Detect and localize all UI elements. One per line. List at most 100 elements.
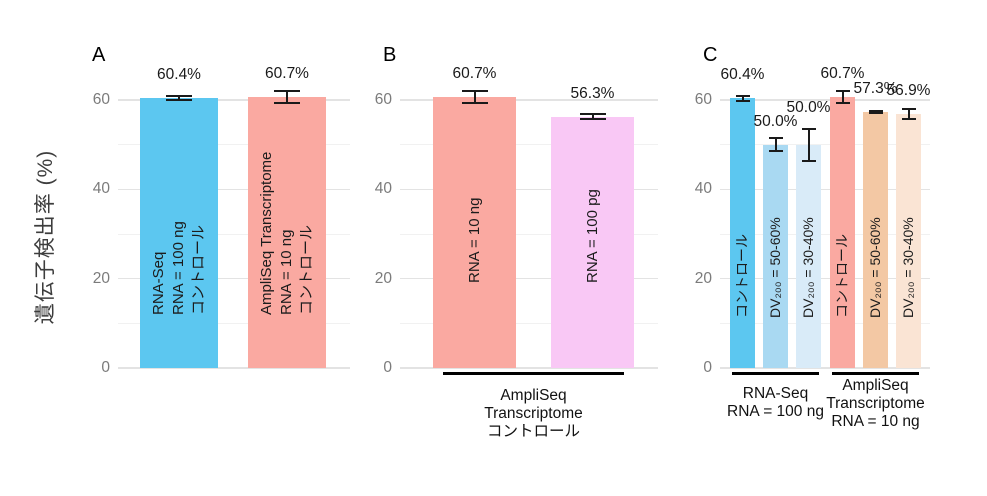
bar-label: RNA = 100 pg [584, 189, 602, 283]
bar-label: コントロール [834, 234, 851, 318]
error-bar-cap-top [835, 89, 850, 92]
group-label-line: RNA-Seq [742, 385, 809, 402]
error-bar-cap-bottom [901, 117, 916, 120]
gridline-major [118, 277, 350, 280]
gridline-minor [400, 144, 658, 146]
bar [730, 98, 755, 368]
bar [140, 98, 218, 368]
error-bar-cap-top [461, 89, 488, 92]
bar-label-line: コントロール [190, 224, 207, 315]
value-label: 60.7% [265, 65, 309, 83]
group-label-line: RNA = 10 ng [831, 413, 920, 430]
error-bar-line [473, 90, 476, 104]
error-bar-cap-top [768, 136, 783, 139]
gridline-minor [720, 144, 930, 146]
value-label: 57.3% [853, 80, 898, 98]
group-label-line: Transcriptome [484, 405, 583, 422]
bar-label-line: RNA = 100 ng [170, 221, 187, 315]
value-label: 50.0% [786, 98, 831, 116]
bar-label: DV₂₀₀ = 30-40% [800, 217, 817, 318]
panel-label: B [383, 44, 397, 66]
bar-label: コントロール [734, 234, 751, 318]
error-bar-line [286, 90, 288, 104]
y-tick-label: 60 [694, 91, 712, 108]
error-bar-line [178, 95, 180, 101]
group-label: RNA-Seq RNA = 100 ng [681, 385, 871, 421]
gridline-major [720, 188, 930, 191]
gridline-major [720, 367, 930, 369]
y-tick-label: 60 [92, 91, 110, 108]
bar-label-line: DV₂₀₀ = 50-60% [867, 217, 883, 318]
gridline-major [118, 188, 350, 191]
bar-label-line: DV₂₀₀ = 30-40% [900, 217, 916, 318]
error-bar-cap-top [735, 94, 750, 97]
error-bar-cap-bottom [868, 112, 883, 115]
bar-label-line: コントロール [734, 234, 750, 318]
bar-label: DV₂₀₀ = 50-60% [767, 217, 784, 318]
bar-label: AmpliSeq Transcriptome RNA = 10 ng コントロール [257, 152, 317, 315]
y-tick-label: 20 [694, 269, 712, 287]
error-bar-cap-top [801, 127, 816, 130]
gridline-major [400, 99, 658, 101]
bar-label-line: RNA = 100 pg [583, 189, 601, 283]
bar-label: RNA = 10 ng [466, 198, 484, 283]
bar-label-line: コントロール [834, 234, 850, 318]
gridline-major [400, 188, 658, 191]
gridline-minor [118, 322, 350, 324]
y-tick-label: 40 [374, 180, 392, 198]
panel-label: C [703, 44, 718, 66]
bar-label-line: RNA = 10 ng [278, 229, 295, 315]
value-label: 56.3% [570, 84, 615, 102]
error-bar-line [907, 108, 910, 119]
bar-label: RNA-Seq RNA = 100 ng コントロール [149, 221, 209, 315]
error-bar-line [874, 110, 877, 114]
group-label-line: コントロール [486, 423, 580, 440]
y-tick-label: 40 [92, 180, 110, 198]
bar [830, 96, 855, 368]
bar [796, 144, 821, 368]
error-bar-cap-bottom [274, 102, 300, 105]
group-label-line: AmpliSeq [500, 387, 567, 404]
error-bar-cap-top [868, 109, 883, 112]
error-bar-cap-bottom [735, 99, 750, 102]
error-bar-cap-top [166, 94, 192, 97]
error-bar-line [774, 137, 777, 152]
value-label: 60.7% [452, 65, 497, 83]
y-tick-label: 20 [374, 269, 392, 287]
gridline-major [118, 367, 350, 369]
bar [248, 96, 326, 368]
group-underline [443, 372, 624, 375]
bar [551, 116, 634, 368]
error-bar-line [807, 128, 810, 161]
bar-label: DV₂₀₀ = 30-40% [900, 217, 917, 318]
y-axis-title: 遺伝子検出率 (%) [34, 149, 57, 325]
group-label-line: RNA = 100 ng [727, 403, 824, 420]
bar-label-line: AmpliSeq Transcriptome [258, 151, 275, 315]
y-tick-label: 0 [101, 359, 110, 376]
y-tick-label: 0 [703, 359, 712, 376]
gridline-minor [720, 322, 930, 324]
gridline-minor [400, 322, 658, 324]
value-label: 60.4% [720, 66, 765, 84]
gridline-minor [118, 144, 350, 146]
value-label: 56.9% [886, 82, 931, 100]
gridline-major [118, 99, 350, 101]
error-bar-cap-top [274, 89, 300, 92]
error-bar-line [741, 95, 744, 101]
error-bar-cap-bottom [166, 99, 192, 102]
error-bar-cap-bottom [835, 102, 850, 105]
bar-label-line: RNA = 10 ng [465, 197, 483, 283]
bar [896, 113, 921, 368]
gridline-major [720, 99, 930, 101]
value-label: 60.7% [820, 65, 865, 83]
gridline-minor [400, 233, 658, 235]
group-label-line: AmpliSeq [842, 377, 909, 394]
bar-label: DV₂₀₀ = 50-60% [867, 217, 884, 318]
bar-label-line: DV₂₀₀ = 30-40% [800, 217, 816, 318]
gridline-major [720, 277, 930, 280]
y-tick-label: 20 [92, 269, 110, 287]
group-underline [832, 372, 919, 375]
bar [863, 112, 888, 368]
bar [433, 96, 516, 368]
